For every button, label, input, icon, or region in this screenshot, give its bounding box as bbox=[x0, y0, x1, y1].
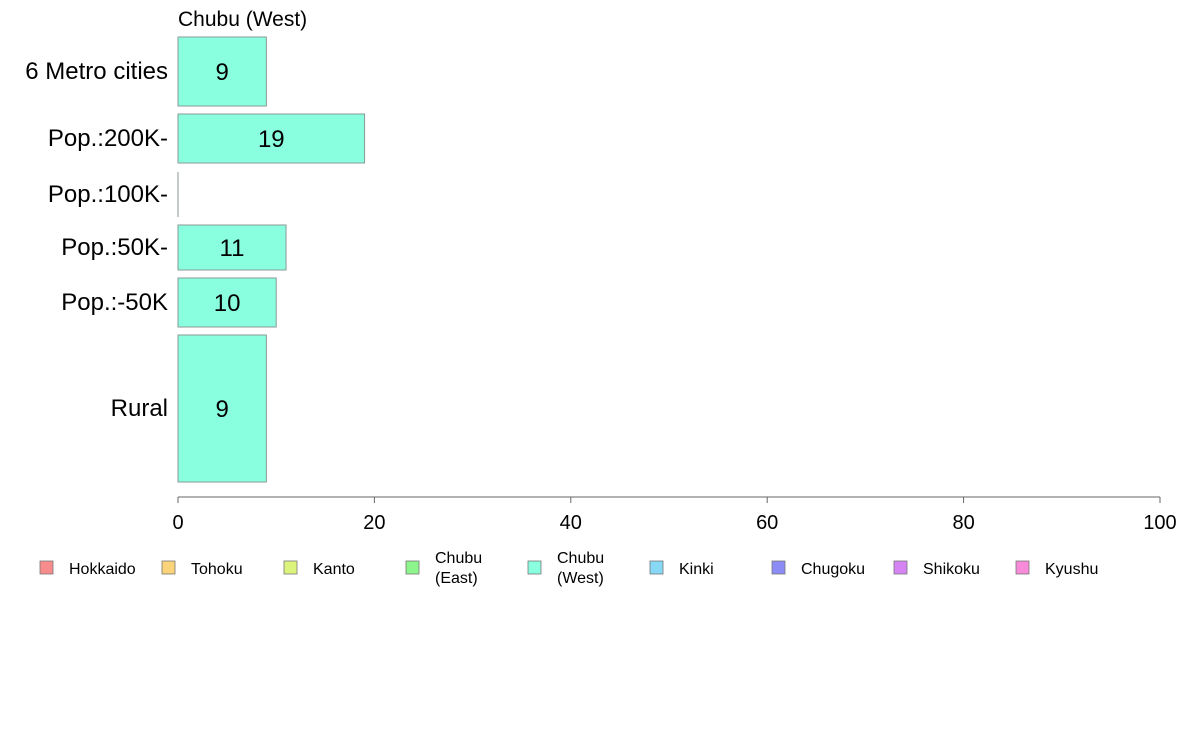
legend-swatch bbox=[649, 560, 664, 575]
legend-label: Shikoku bbox=[923, 561, 980, 578]
legend-label: Kinki bbox=[679, 561, 714, 578]
x-tick-label: 60 bbox=[756, 512, 778, 534]
legend-swatch bbox=[405, 560, 420, 575]
legend-item: Chugoku bbox=[771, 560, 865, 578]
legend-swatch bbox=[283, 560, 298, 575]
bar-value-label: 10 bbox=[214, 290, 241, 317]
legend-label: Chubu bbox=[557, 550, 604, 567]
x-axis: 0 20 40 60 80 100 bbox=[172, 496, 1177, 534]
category-label: Pop.:-50K bbox=[61, 289, 168, 316]
bars-group: 6 Metro cities 9 Pop.:200K- 19 Pop.:100K- Pop… bbox=[25, 36, 366, 483]
legend-swatch bbox=[39, 560, 54, 575]
legend-label: Kyushu bbox=[1045, 561, 1098, 578]
bar bbox=[177, 277, 277, 328]
bar-value-label: 9 bbox=[216, 59, 229, 86]
legend-swatch bbox=[893, 560, 908, 575]
x-tick-label: 80 bbox=[952, 512, 974, 534]
category-label: Rural bbox=[111, 395, 168, 422]
legend-label: Kanto bbox=[313, 561, 355, 578]
bar-value-label: 9 bbox=[216, 396, 229, 423]
legend-item: Chubu (East) bbox=[405, 550, 482, 587]
legend-label: Chugoku bbox=[801, 561, 865, 578]
category-label: 6 Metro cities bbox=[25, 58, 168, 85]
legend-label: Chubu bbox=[435, 550, 482, 567]
legend-item: Hokkaido bbox=[39, 560, 136, 578]
legend-swatch bbox=[1015, 560, 1030, 575]
x-tick-label: 100 bbox=[1143, 512, 1176, 534]
bar bbox=[177, 113, 366, 164]
legend-label: (West) bbox=[557, 570, 604, 587]
legend-label: Hokkaido bbox=[69, 561, 136, 578]
legend-item: Kyushu bbox=[1015, 560, 1098, 578]
bar bbox=[177, 224, 287, 271]
chart-title: Chubu (West) bbox=[178, 8, 307, 31]
category-label: Pop.:50K- bbox=[61, 234, 168, 261]
legend-swatch bbox=[771, 560, 786, 575]
bar bbox=[177, 36, 267, 107]
bar-value-label: 19 bbox=[258, 126, 285, 153]
x-tick-label: 40 bbox=[560, 512, 582, 534]
category-label: Pop.:200K- bbox=[48, 125, 168, 152]
legend-label: (East) bbox=[435, 570, 478, 587]
legend-label: Tohoku bbox=[191, 561, 243, 578]
x-tick-label: 20 bbox=[363, 512, 385, 534]
legend-swatch bbox=[527, 560, 542, 575]
legend-item: Kinki bbox=[649, 560, 714, 578]
legend-item: Chubu (West) bbox=[527, 550, 604, 587]
category-label: Pop.:100K- bbox=[48, 181, 168, 208]
bar bbox=[177, 334, 267, 483]
legend-item: Shikoku bbox=[893, 560, 980, 578]
legend-swatch bbox=[161, 560, 176, 575]
bar-value-label: 11 bbox=[220, 235, 245, 262]
legend-item: Kanto bbox=[283, 560, 355, 578]
legend-item: Tohoku bbox=[161, 560, 243, 578]
x-tick-label: 0 bbox=[172, 512, 183, 534]
legend: Hokkaido Tohoku Kanto Chubu (East) Chubu (West… bbox=[39, 550, 1098, 587]
